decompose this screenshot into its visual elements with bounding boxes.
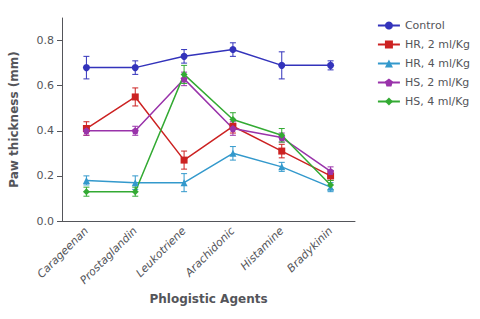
svg-text:Control: Control [405,19,445,32]
svg-text:0.0: 0.0 [37,215,55,228]
svg-text:0.8: 0.8 [37,34,55,47]
svg-text:0.6: 0.6 [37,79,55,92]
svg-text:Phlogistic Agents: Phlogistic Agents [149,292,267,306]
svg-text:0.4: 0.4 [37,124,55,137]
svg-text:Carageenan: Carageenan [34,224,91,281]
svg-text:Prostaglandin: Prostaglandin [77,224,139,286]
svg-text:HR, 4 ml/Kg: HR, 4 ml/Kg [405,57,470,70]
svg-text:HR, 2 ml/Kg: HR, 2 ml/Kg [405,38,470,51]
svg-text:Leukotriene: Leukotriene [133,224,189,280]
svg-text:HS, 4 ml/Kg: HS, 4 ml/Kg [405,95,469,108]
svg-text:HS, 2 ml/Kg: HS, 2 ml/Kg [405,76,469,89]
svg-text:Paw thickness (mm): Paw thickness (mm) [7,51,21,187]
svg-text:0.2: 0.2 [37,169,55,182]
svg-text:Histamine: Histamine [238,224,287,273]
svg-text:Arachidonic: Arachidonic [182,224,238,280]
svg-text:Bradykinin: Bradykinin [285,224,336,275]
